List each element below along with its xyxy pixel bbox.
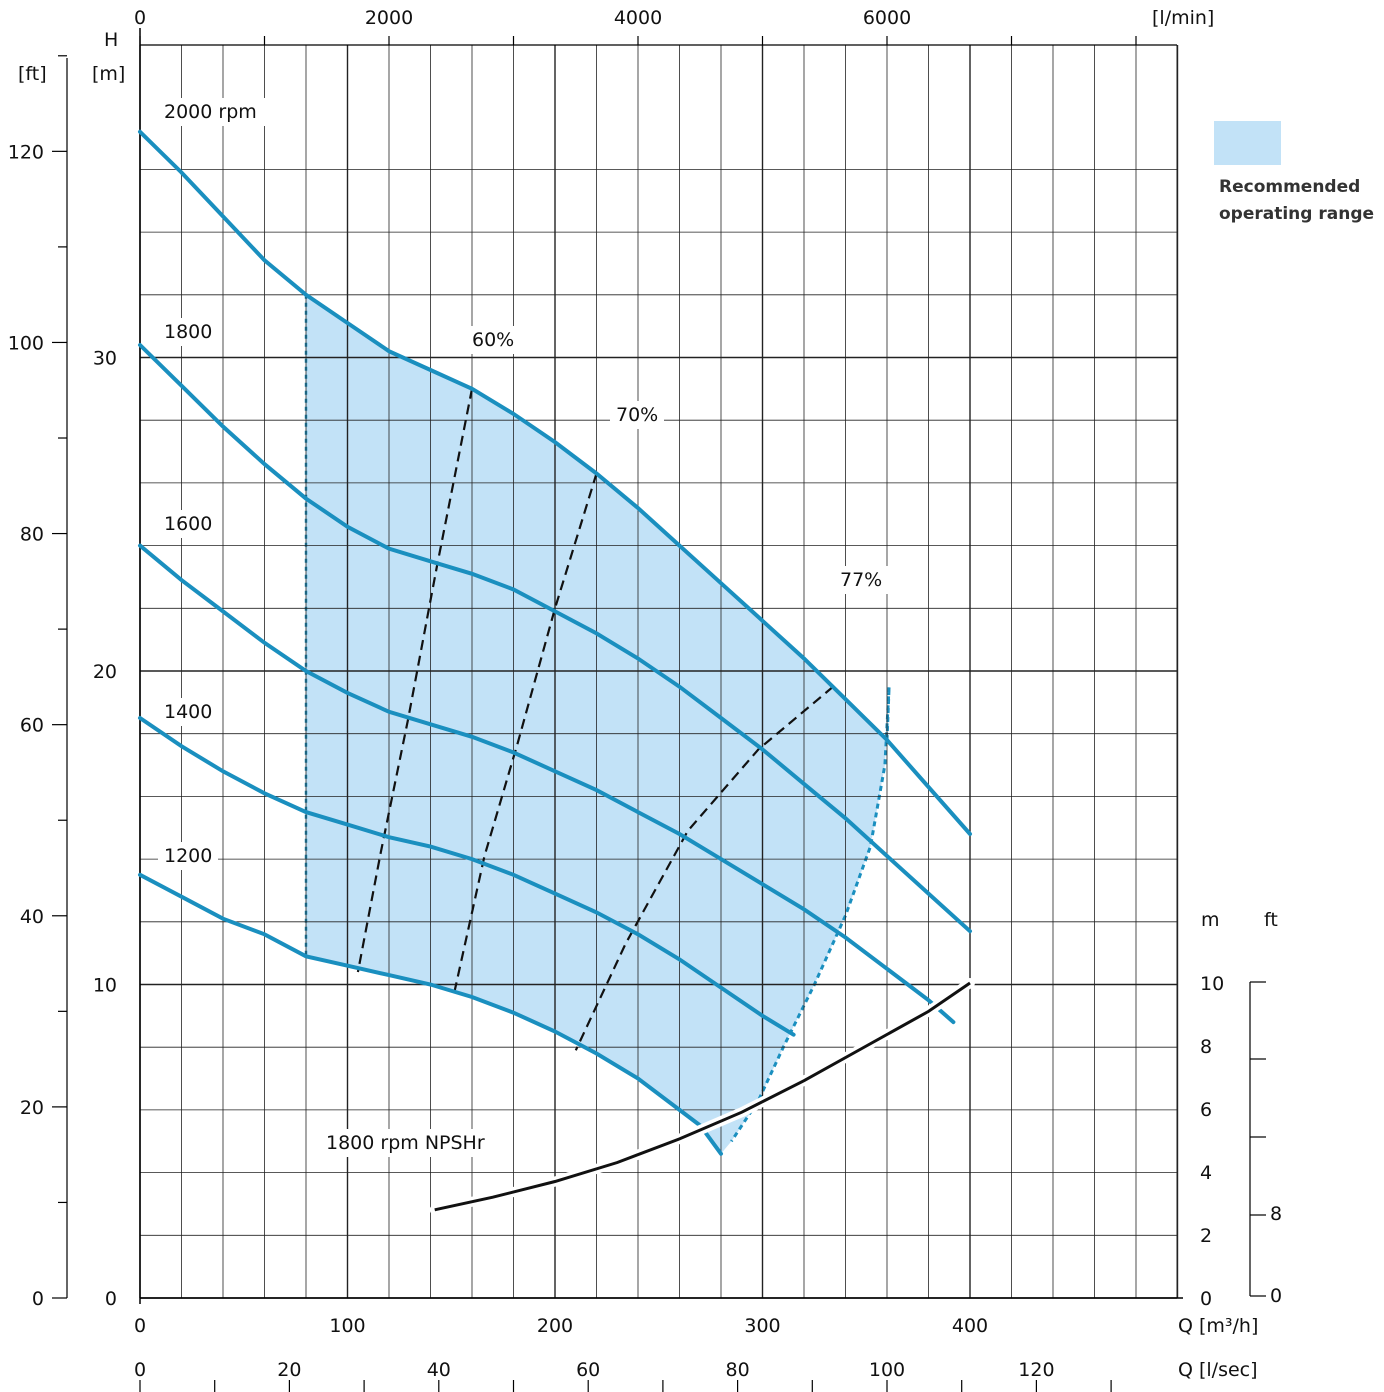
y-head-title: H <box>104 29 118 51</box>
x-m3h-tick-label: 300 <box>744 1315 780 1337</box>
y-m-tick-label: 30 <box>93 348 117 370</box>
rpm-curve-label: 1200 <box>164 845 212 867</box>
y-ft-tick-label: 40 <box>20 906 44 928</box>
rpm-curve-label-bg <box>158 842 218 870</box>
rpm-curve <box>138 129 972 836</box>
rpm-curves <box>138 129 972 1156</box>
y-head-unit-ft: [ft] <box>18 63 47 85</box>
x-m3h-tick-label: 0 <box>134 1315 146 1337</box>
x-lsec-tick-label: 80 <box>726 1359 750 1381</box>
npsh-curve-line <box>434 981 971 1212</box>
axes <box>52 28 1266 1392</box>
y-ft-tick-label: 20 <box>20 1097 44 1119</box>
x-lmin-tick-label: 4000 <box>614 7 662 29</box>
efficiency-lines <box>356 388 834 1051</box>
y-ft-tick-label: 100 <box>8 332 44 354</box>
x-bottom-label: Q [l/sec] <box>1178 1359 1258 1381</box>
legend-swatch <box>1214 121 1281 165</box>
y-m-tick-label: 10 <box>93 975 117 997</box>
y-npsh-m-tick-label: 4 <box>1200 1162 1212 1184</box>
efficiency-line <box>452 473 598 998</box>
efficiency-label: 77% <box>840 569 882 591</box>
y-m-tick-label: 20 <box>93 661 117 683</box>
rpm-curve-label-bg <box>158 510 218 538</box>
y-npsh-m-tick-label: 10 <box>1200 973 1224 995</box>
efficiency-label-bg <box>466 326 520 354</box>
rpm-curve-label-bg <box>158 698 218 726</box>
npsh-curve-label: 1800 rpm NPSHr <box>326 1132 485 1154</box>
operating-range-fill <box>306 294 890 1154</box>
y-npsh-m-tick-label: 6 <box>1200 1099 1212 1121</box>
rpm-curve <box>138 716 796 1037</box>
y-npsh-m-tick-label: 8 <box>1200 1036 1212 1058</box>
npsh-curve <box>429 978 975 1215</box>
efficiency-line <box>356 388 474 973</box>
x-lsec-tick-label: 120 <box>1018 1359 1054 1381</box>
rpm-curve <box>138 872 723 1156</box>
operating-range-area <box>304 294 891 1154</box>
x-primary-label: Q [m³/h] <box>1178 1315 1258 1337</box>
x-lmin-tick-label: 0 <box>134 7 146 29</box>
rpm-curve-label: 1400 <box>164 701 212 723</box>
y-npsh-ft-tick-label: 0 <box>1270 1285 1282 1307</box>
y-npsh-unit-ft: ft <box>1264 909 1278 931</box>
npsh-curve-label-bg <box>320 1129 496 1157</box>
y-m-tick-label: 0 <box>105 1288 117 1310</box>
x-m3h-tick-label: 400 <box>952 1315 988 1337</box>
y-ft-tick-label: 80 <box>20 524 44 546</box>
legend-label-line2: operating range <box>1219 204 1374 224</box>
x-lsec-tick-label: 20 <box>277 1359 301 1381</box>
x-lsec-tick-label: 0 <box>134 1359 146 1381</box>
rpm-curve-label: 1800 <box>164 321 212 343</box>
x-lsec-tick-label: 100 <box>869 1359 905 1381</box>
y-ft-tick-label: 0 <box>32 1288 44 1310</box>
rpm-curve <box>138 343 972 934</box>
y-ft-tick-label: 60 <box>20 715 44 737</box>
y-npsh-ft-tick-label: 8 <box>1270 1203 1282 1225</box>
y-head-unit-m: [m] <box>92 63 125 85</box>
efficiency-line <box>574 685 834 1051</box>
rpm-curve-label-bg <box>158 318 218 346</box>
x-lsec-tick-label: 60 <box>576 1359 600 1381</box>
x-lmin-tick-label: 2000 <box>365 7 413 29</box>
x-lsec-tick-label: 40 <box>427 1359 451 1381</box>
efficiency-label: 70% <box>616 404 658 426</box>
efficiency-label: 60% <box>472 329 514 351</box>
y-npsh-unit-m: m <box>1201 909 1220 931</box>
x-top-unit: [l/min] <box>1152 7 1214 29</box>
y-ft-tick-label: 120 <box>8 141 44 163</box>
legend-label-line1: Recommended <box>1219 177 1360 197</box>
x-m3h-tick-label: 200 <box>537 1315 573 1337</box>
y-npsh-m-tick-label: 2 <box>1200 1225 1212 1247</box>
x-lmin-tick-label: 6000 <box>863 7 911 29</box>
rpm-curve-label: 2000 rpm <box>164 101 257 123</box>
rpm-curve-label: 1600 <box>164 513 212 535</box>
rpm-curve <box>138 543 956 1025</box>
y-npsh-m-tick-label: 0 <box>1200 1288 1212 1310</box>
x-m3h-tick-label: 100 <box>329 1315 365 1337</box>
rpm-curve-label-bg <box>158 98 288 126</box>
efficiency-label-bg <box>834 566 888 594</box>
curve-labels: 2000 rpm 1800 1600 1400 1200 60% 70% 77% 1800 rp… <box>158 98 888 1157</box>
efficiency-label-bg <box>610 401 664 429</box>
